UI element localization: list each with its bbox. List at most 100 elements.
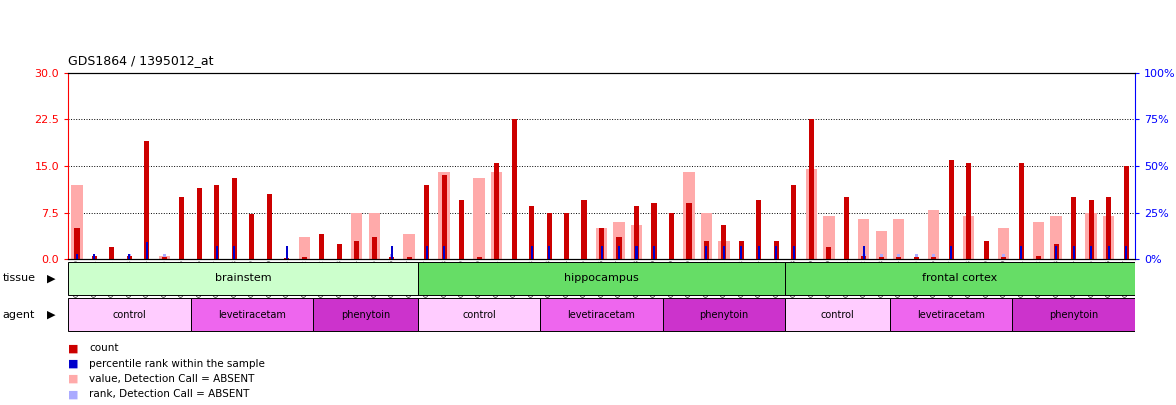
Bar — [687, 203, 691, 259]
Text: count: count — [89, 343, 119, 353]
Bar — [706, 246, 708, 259]
Bar — [336, 244, 342, 259]
Bar — [823, 216, 835, 259]
Bar — [233, 246, 235, 259]
Bar — [417, 298, 540, 331]
Bar — [669, 213, 674, 259]
Bar — [861, 256, 867, 259]
Bar — [663, 298, 786, 331]
Text: levetiracetam: levetiracetam — [917, 310, 985, 320]
Bar — [145, 141, 149, 259]
Bar — [876, 231, 887, 259]
Bar — [128, 254, 131, 259]
Bar — [352, 213, 362, 259]
Bar — [1103, 216, 1115, 259]
Bar — [683, 172, 695, 259]
Bar — [313, 298, 417, 331]
Bar — [72, 185, 82, 259]
Bar — [896, 257, 901, 259]
Bar — [1050, 216, 1062, 259]
Text: brainstem: brainstem — [215, 273, 272, 283]
Bar — [425, 185, 429, 259]
Bar — [1085, 213, 1097, 259]
Bar — [890, 298, 1013, 331]
Text: control: control — [113, 310, 146, 320]
Bar — [1090, 246, 1093, 259]
Bar — [757, 246, 760, 259]
Bar — [1107, 197, 1111, 259]
Bar — [634, 207, 639, 259]
Bar — [162, 254, 166, 259]
Bar — [196, 188, 202, 259]
Bar — [442, 175, 447, 259]
Bar — [878, 257, 884, 259]
Text: agent: agent — [2, 310, 35, 320]
Bar — [93, 254, 95, 259]
Bar — [719, 241, 729, 259]
Bar — [739, 241, 744, 259]
Text: ■: ■ — [68, 374, 79, 384]
Bar — [286, 246, 288, 259]
Bar — [827, 254, 830, 259]
Bar — [786, 262, 1135, 295]
Bar — [614, 222, 624, 259]
Bar — [128, 254, 131, 259]
Bar — [214, 185, 220, 259]
Bar — [390, 254, 394, 259]
Bar — [1125, 246, 1127, 259]
Bar — [756, 200, 761, 259]
Bar — [897, 254, 901, 259]
Bar — [791, 185, 796, 259]
Bar — [299, 237, 310, 259]
Bar — [249, 215, 254, 259]
Bar — [68, 262, 417, 295]
Bar — [701, 213, 713, 259]
Text: phenytoin: phenytoin — [341, 310, 390, 320]
Bar — [893, 219, 904, 259]
Text: ▶: ▶ — [47, 310, 55, 320]
Bar — [443, 246, 446, 259]
Bar — [601, 246, 602, 259]
Text: frontal cortex: frontal cortex — [922, 273, 997, 283]
Bar — [439, 172, 450, 259]
Bar — [1018, 163, 1024, 259]
Bar — [1054, 244, 1058, 259]
Bar — [74, 228, 80, 259]
Text: phenytoin: phenytoin — [1049, 310, 1098, 320]
Bar — [403, 234, 415, 259]
Bar — [774, 241, 779, 259]
Bar — [963, 216, 975, 259]
Bar — [1055, 246, 1057, 259]
Bar — [564, 213, 569, 259]
Text: ■: ■ — [68, 390, 79, 399]
Bar — [998, 228, 1009, 259]
Bar — [806, 169, 817, 259]
Bar — [933, 254, 935, 259]
Bar — [474, 179, 485, 259]
Bar — [285, 258, 289, 259]
Bar — [1002, 254, 1005, 259]
Bar — [949, 160, 954, 259]
Bar — [581, 200, 587, 259]
Bar — [417, 262, 786, 295]
Bar — [1001, 257, 1007, 259]
Bar — [512, 119, 516, 259]
Bar — [1123, 166, 1129, 259]
Bar — [162, 257, 167, 259]
Bar — [741, 246, 742, 259]
Bar — [390, 246, 393, 259]
Bar — [616, 237, 622, 259]
Bar — [232, 179, 236, 259]
Bar — [880, 254, 883, 259]
Bar — [159, 256, 171, 259]
Bar — [179, 197, 185, 259]
Bar — [596, 228, 607, 259]
Bar — [372, 237, 376, 259]
Bar — [775, 246, 777, 259]
Text: control: control — [462, 310, 496, 320]
Bar — [548, 246, 550, 259]
Bar — [931, 257, 936, 259]
Bar — [1036, 256, 1041, 259]
Bar — [146, 243, 148, 259]
Bar — [530, 246, 533, 259]
